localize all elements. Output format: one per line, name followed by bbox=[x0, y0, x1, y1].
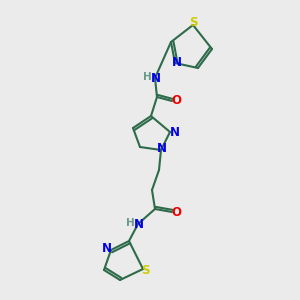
Text: N: N bbox=[157, 142, 167, 154]
Text: N: N bbox=[151, 71, 161, 85]
Text: O: O bbox=[171, 94, 181, 107]
Text: H: H bbox=[126, 218, 134, 228]
Text: N: N bbox=[172, 56, 182, 70]
Text: H: H bbox=[142, 72, 152, 82]
Text: N: N bbox=[102, 242, 112, 254]
Text: S: S bbox=[141, 265, 149, 278]
Text: S: S bbox=[189, 16, 197, 29]
Text: O: O bbox=[171, 206, 181, 218]
Text: N: N bbox=[170, 125, 180, 139]
Text: N: N bbox=[134, 218, 144, 230]
